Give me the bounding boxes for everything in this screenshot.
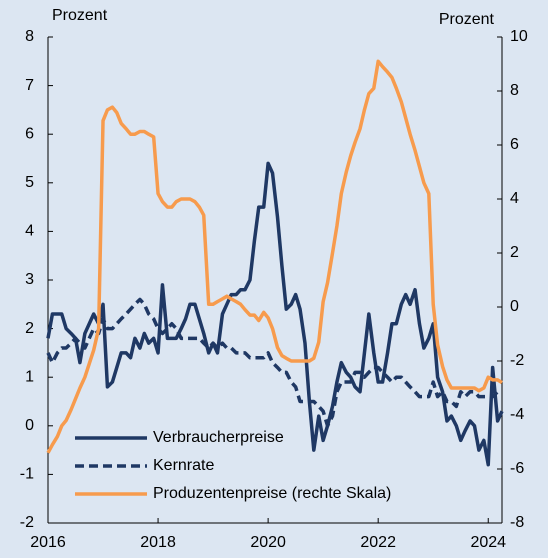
y-tick-label: 6: [25, 125, 34, 142]
legend-label: Produzentenpreise (rechte Skala): [153, 485, 391, 502]
y-tick-label: 4: [25, 223, 34, 240]
x-tick-label: 2022: [360, 534, 396, 551]
legend-label: Kernrate: [153, 457, 214, 474]
y2-tick-label: 2: [510, 244, 519, 261]
y2-tick-label: 4: [510, 190, 519, 207]
y-tick-label: 8: [25, 28, 34, 45]
y2-tick-label: -4: [510, 406, 524, 423]
y2-tick-label: 6: [510, 136, 519, 153]
x-tick-label: 2016: [30, 534, 66, 551]
series-line: [46, 59, 503, 454]
y-tick-label: 3: [25, 271, 34, 288]
y2-tick-label: -6: [510, 460, 524, 477]
series-line: [46, 297, 502, 428]
x-tick-label: 2020: [250, 534, 286, 551]
y-tick-label: 1: [25, 368, 34, 385]
y2-tick-label: 10: [510, 28, 528, 45]
y-axis-label: Prozent: [52, 7, 108, 24]
y-tick-label: 2: [25, 320, 34, 337]
legend-label: Verbraucherpreise: [153, 429, 284, 446]
y-tick-label: 7: [25, 77, 34, 94]
y2-tick-label: -8: [510, 514, 524, 531]
y2-axis-label: Prozent: [439, 11, 495, 28]
y-tick-label: 5: [25, 174, 34, 191]
y-tick-label: -2: [20, 514, 34, 531]
series-line: [46, 161, 504, 467]
x-tick-label: 2018: [140, 534, 176, 551]
x-tick-label: 2024: [470, 534, 506, 551]
y-tick-label: -1: [20, 466, 34, 483]
y2-tick-label: 0: [510, 298, 519, 315]
y2-tick-label: -2: [510, 352, 524, 369]
y-tick-label: 0: [25, 417, 34, 434]
y2-tick-label: 8: [510, 82, 519, 99]
